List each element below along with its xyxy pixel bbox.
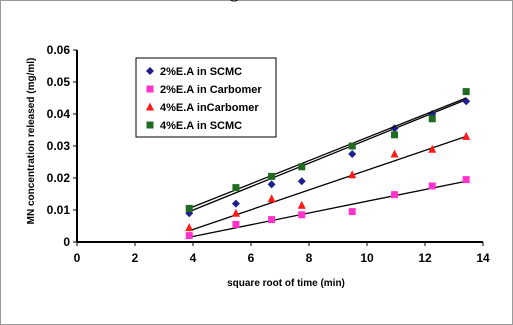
y-tick-label: 0.03	[47, 139, 71, 153]
y-tick-label: 0.01	[47, 203, 71, 217]
data-point	[185, 232, 193, 240]
legend: 2%E.A in SCMC 2%E.A in Carbomer 4%E.A inCa…	[135, 57, 277, 138]
series-0	[185, 97, 471, 218]
data-point	[185, 223, 194, 232]
y-tick-label: 0.06	[47, 43, 71, 57]
legend-box	[135, 57, 277, 138]
y-axis-ticks: 0 0.01 0.02 0.03 0.04 0.05 0.06	[47, 43, 77, 249]
data-point	[231, 208, 240, 217]
legend-label: 2%E.A in Carbomer	[160, 84, 262, 96]
data-point	[390, 149, 399, 158]
data-point	[267, 180, 276, 189]
x-tick-label: 14	[476, 251, 490, 265]
legend-marker	[146, 102, 154, 111]
data-point	[428, 182, 436, 190]
x-tick-label: 10	[360, 251, 374, 265]
data-point	[297, 177, 306, 186]
data-point	[232, 220, 240, 228]
x-tick-label: 6	[248, 251, 255, 265]
data-point	[391, 131, 399, 139]
chart-title: g	[230, 0, 239, 2]
y-tick-label: 0.04	[47, 107, 71, 121]
y-tick-label: 0.02	[47, 171, 71, 185]
legend-label: 4%E.A in SCMC	[160, 120, 242, 132]
x-tick-label: 12	[418, 251, 432, 265]
y-axis-label: MN concentration released (mg/ml)	[26, 58, 37, 225]
y-tick-label: 0	[63, 235, 70, 249]
legend-marker	[146, 85, 154, 93]
x-axis-ticks: 0 2 4 6 8 10 12 14	[74, 242, 490, 265]
legend-item: 2%E.A in Carbomer	[146, 84, 262, 96]
data-point	[298, 163, 306, 171]
series-1	[185, 176, 470, 240]
data-point	[348, 208, 356, 216]
data-point	[348, 142, 356, 150]
series-3	[185, 88, 470, 212]
x-axis-label: square root of time (min)	[227, 278, 345, 289]
legend-label: 2%E.A in SCMC	[160, 66, 242, 78]
series-2	[185, 131, 471, 232]
legend-marker	[146, 121, 154, 129]
data-point	[298, 211, 306, 219]
legend-item: 2%E.A in SCMC	[146, 66, 242, 78]
legend-item: 4%E.A inCarbomer	[146, 102, 259, 114]
trendline	[188, 98, 467, 213]
data-point	[185, 204, 193, 212]
data-point	[267, 194, 276, 203]
data-point	[268, 172, 276, 180]
data-point	[428, 115, 436, 123]
data-point	[268, 216, 276, 224]
x-tick-label: 8	[306, 251, 313, 265]
data-point	[462, 176, 470, 184]
data-point	[462, 88, 470, 96]
legend-item: 4%E.A in SCMC	[146, 120, 242, 132]
data-point	[462, 131, 471, 140]
legend-label: 4%E.A inCarbomer	[160, 102, 259, 114]
data-point	[348, 170, 357, 179]
y-tick-label: 0.05	[47, 75, 71, 89]
data-point	[428, 144, 437, 153]
data-point	[232, 184, 240, 192]
data-point	[348, 150, 357, 158]
data-point	[391, 191, 399, 199]
data-point	[231, 199, 240, 208]
x-tick-label: 4	[190, 251, 197, 265]
x-tick-label: 2	[132, 251, 139, 265]
x-tick-label: 0	[74, 251, 81, 265]
legend-marker	[146, 67, 154, 75]
data-point	[297, 200, 306, 209]
